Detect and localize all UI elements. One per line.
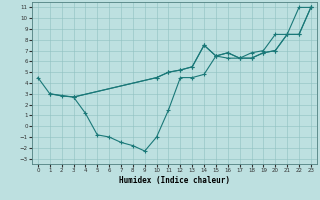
X-axis label: Humidex (Indice chaleur): Humidex (Indice chaleur)	[119, 176, 230, 185]
